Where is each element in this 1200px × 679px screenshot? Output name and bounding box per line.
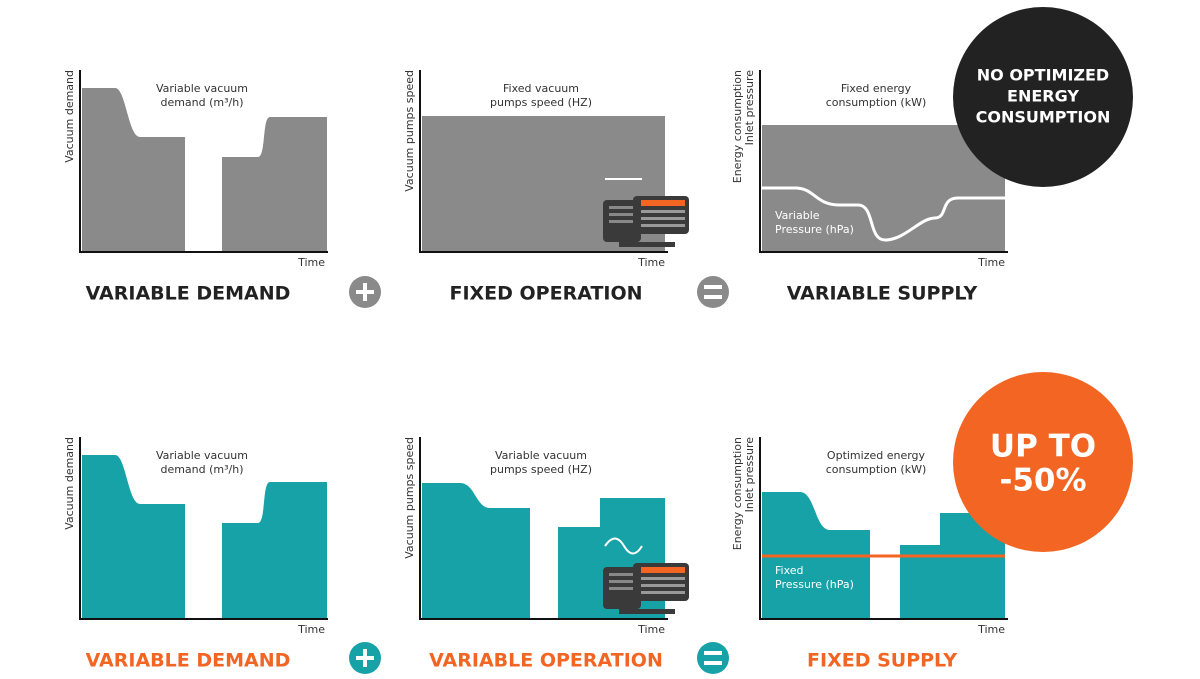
x-axis-label: Time xyxy=(977,623,1005,636)
chart-label: Variable vacuum xyxy=(495,449,587,462)
chart-label: Fixed vacuum xyxy=(503,82,579,95)
badge-text: CONSUMPTION xyxy=(976,108,1111,127)
chart-label: Fixed energy xyxy=(841,82,912,95)
bottom-row-graphics xyxy=(82,372,1133,618)
axes xyxy=(419,70,668,253)
chart-label: demand (m³/h) xyxy=(160,96,243,109)
caption: VARIABLE DEMAND xyxy=(86,650,291,672)
operators xyxy=(349,276,729,674)
caption: VARIABLE SUPPLY xyxy=(787,283,978,305)
x-axis-label: Time xyxy=(637,256,665,269)
y-axis-label: Inlet pressure xyxy=(743,70,756,146)
chart-label: consumption (kW) xyxy=(826,96,927,109)
badge-text: ENERGY xyxy=(1007,87,1079,106)
axes xyxy=(759,437,1008,620)
pressure-label: Pressure (hPa) xyxy=(775,578,854,591)
y-axis-label: Vacuum pumps speed xyxy=(403,70,416,192)
chart-label: pumps speed (HZ) xyxy=(490,96,592,109)
x-axis-label: Time xyxy=(637,623,665,636)
caption: FIXED OPERATION xyxy=(449,283,642,305)
y-axis-label: Vacuum pumps speed xyxy=(403,437,416,559)
y-axis-label: Vacuum demand xyxy=(63,437,76,530)
chart-label: Optimized energy xyxy=(827,449,926,462)
caption: FIXED SUPPLY xyxy=(807,650,957,672)
y-axis-label: Vacuum demand xyxy=(63,70,76,163)
y-axis-label: Inlet pressure xyxy=(743,437,756,513)
pressure-label: Variable xyxy=(775,209,820,222)
badge-text: -50% xyxy=(999,463,1086,499)
x-axis-label: Time xyxy=(977,256,1005,269)
chart-label: pumps speed (HZ) xyxy=(490,463,592,476)
x-axis-label: Time xyxy=(297,623,325,636)
chart-label: Variable vacuum xyxy=(156,82,248,95)
axes xyxy=(419,437,668,620)
axes xyxy=(759,70,1008,253)
chart-label: Variable vacuum xyxy=(156,449,248,462)
x-axis-label: Time xyxy=(297,256,325,269)
pressure-label: Pressure (hPa) xyxy=(775,223,854,236)
pressure-label: Fixed xyxy=(775,564,804,577)
chart-label: demand (m³/h) xyxy=(160,463,243,476)
badge-text: NO OPTIMIZED xyxy=(977,66,1109,85)
top-row-graphics xyxy=(82,7,1133,251)
chart-label: consumption (kW) xyxy=(826,463,927,476)
y-axis-label: Energy consumption xyxy=(731,437,744,550)
axes xyxy=(79,70,328,253)
badge-text: UP TO xyxy=(990,429,1096,465)
y-axis-label: Energy consumption xyxy=(731,70,744,183)
caption: VARIABLE OPERATION xyxy=(429,650,663,672)
axes xyxy=(79,437,328,620)
caption: VARIABLE DEMAND xyxy=(86,283,291,305)
